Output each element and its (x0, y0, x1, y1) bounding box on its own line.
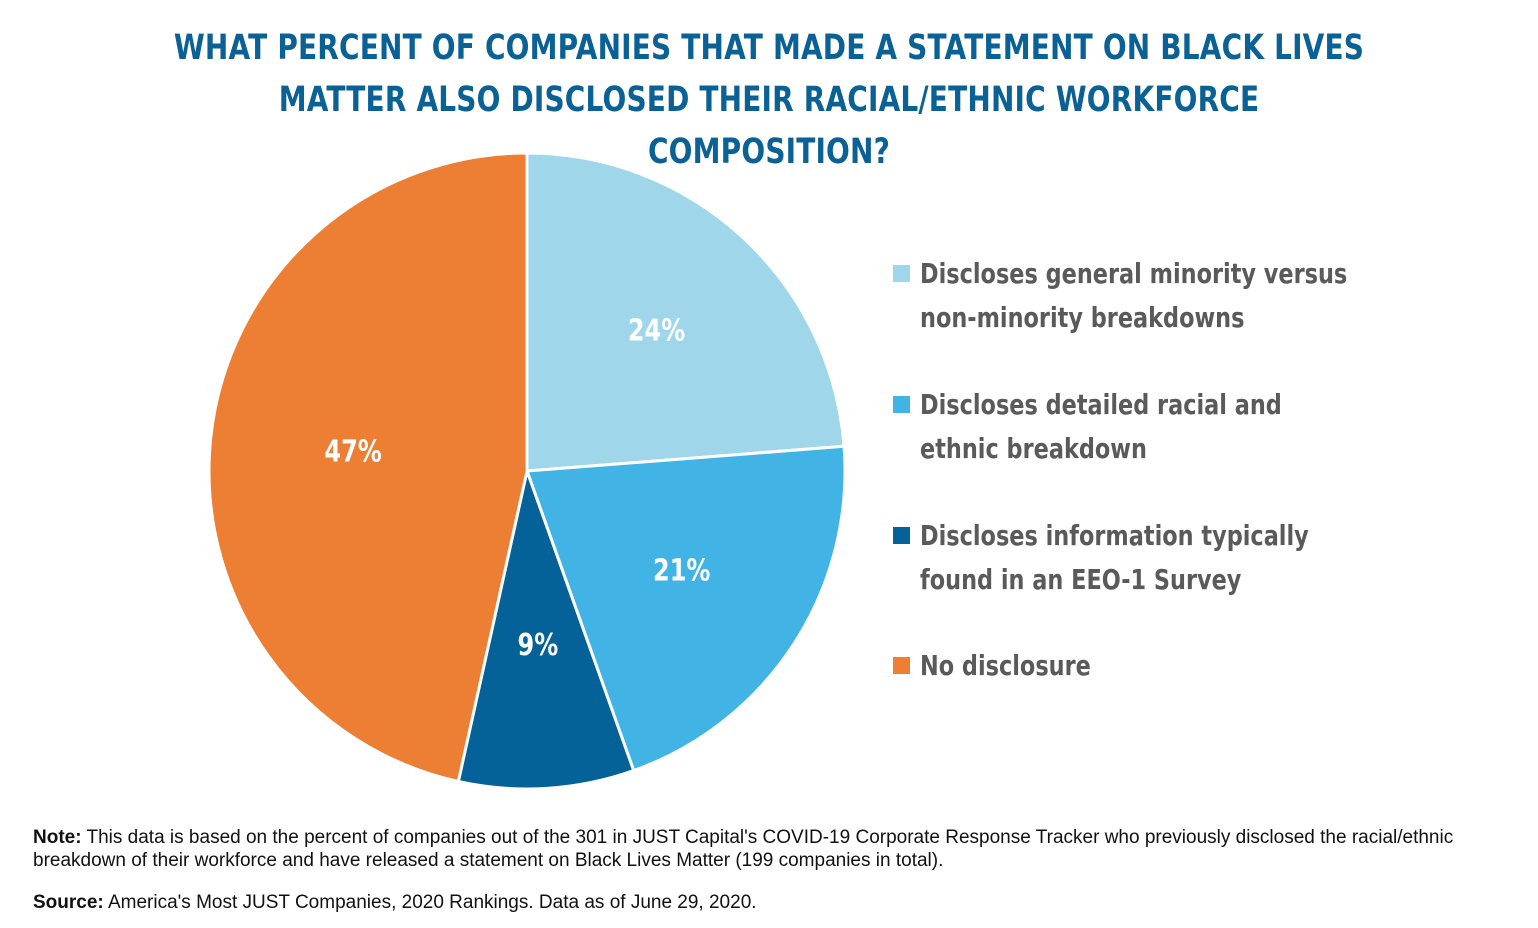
note: Note: This data is based on the percent … (33, 826, 1513, 872)
pie-slice-discloses-general-minority-versus-non-minority-breakdowns (525, 151, 846, 473)
legend-label-line-1: Discloses detailed racial and (920, 388, 1282, 421)
pie-slice-label-discloses-detailed-racial-and-ethnic-breakdown: 21% (653, 554, 710, 588)
legend-swatch-no-disclosure (893, 657, 910, 674)
chart-title: WHAT PERCENT OF COMPANIES THAT MADE A ST… (154, 22, 1384, 178)
chart-title-line-2: MATTER ALSO DISCLOSED THEIR RACIAL/ETHNI… (278, 80, 1260, 172)
legend-label-line-1: No disclosure (920, 649, 1091, 682)
source-text: America's Most JUST Companies, 2020 Rank… (107, 892, 757, 913)
legend-label-detailed-racial: Discloses detailed racial and ethnic bre… (920, 383, 1336, 471)
source: Source: America's Most JUST Companies, 2… (33, 891, 1513, 914)
legend-swatch-eeo1 (893, 527, 910, 544)
pie-slice-label-discloses-information-typically-found-in-an-eeo-1-survey: 9% (518, 628, 559, 662)
legend-label-line-2: non-minority breakdowns (920, 301, 1245, 334)
note-label: Note: (33, 827, 82, 848)
legend-label-line-2: ethnic breakdown (920, 432, 1147, 465)
legend-label-line-1: Discloses information typically (920, 519, 1309, 552)
pie-slice-labels: 24% 21% 9% 47% (324, 314, 710, 663)
legend-label-eeo1: Discloses information typically found in… (920, 514, 1336, 602)
pie-slice-label-discloses-general-minority-versus-non-minority-breakdowns: 24% (628, 314, 685, 348)
legend-label-general-minority: Discloses general minority versus non-mi… (920, 252, 1348, 340)
legend-swatch-detailed-racial (893, 396, 910, 413)
pie-slice-label-no-disclosure: 47% (324, 435, 381, 469)
chart-title-line-1: WHAT PERCENT OF COMPANIES THAT MADE A ST… (173, 28, 1365, 68)
pie-slice-no-disclosure (207, 151, 529, 783)
legend-label-no-disclosure: No disclosure (920, 644, 1336, 688)
source-label: Source: (33, 892, 104, 913)
legend-label-line-1: Discloses general minority versus (920, 257, 1348, 290)
note-text: This data is based on the percent of com… (33, 827, 1454, 871)
pie-slice-discloses-information-typically-found-in-an-eeo-1-survey (456, 469, 636, 791)
legend-label-line-2: found in an EEO-1 Survey (920, 563, 1242, 596)
legend-swatch-general-minority (893, 265, 910, 282)
pie-slices (207, 151, 847, 791)
pie-slice-discloses-detailed-racial-and-ethnic-breakdown (525, 444, 847, 773)
